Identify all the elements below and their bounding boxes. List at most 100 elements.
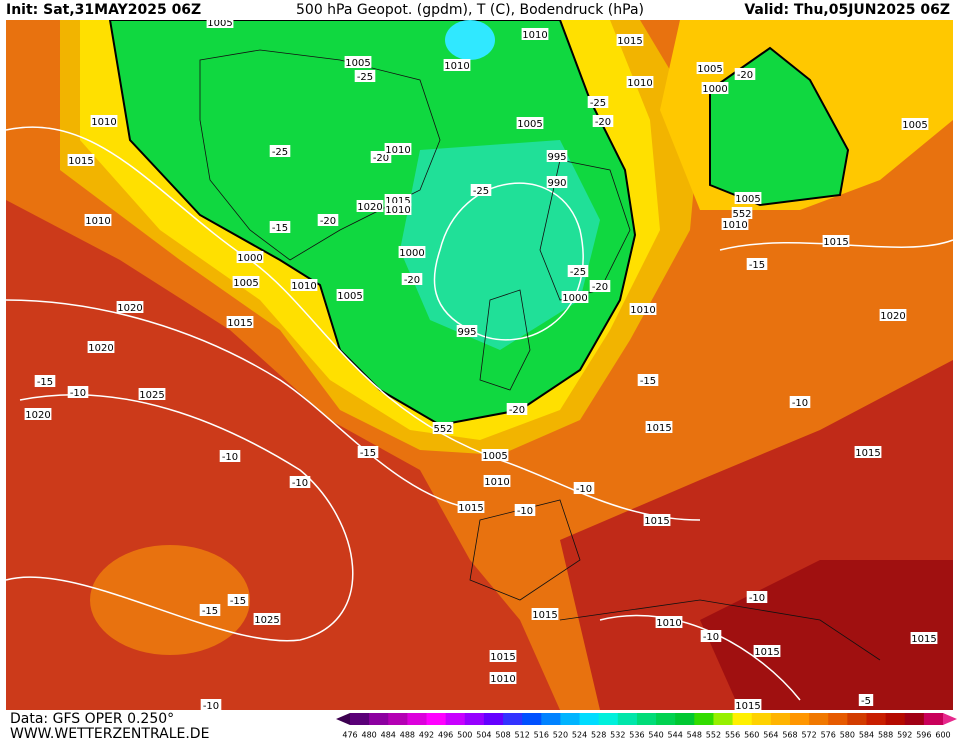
isobar-label: 995 xyxy=(547,152,566,163)
label-box xyxy=(822,235,850,247)
iberia xyxy=(469,499,581,601)
isobar-label: 1010 xyxy=(385,205,410,216)
label-box xyxy=(546,176,568,188)
label-box xyxy=(721,218,749,230)
colorbar-label: 536 xyxy=(629,731,644,740)
label-box xyxy=(290,279,318,291)
colorbar-label: 548 xyxy=(687,731,702,740)
colorbar-label: 576 xyxy=(821,731,836,740)
isobar-label: 1015 xyxy=(490,652,515,663)
colorbar-swatch xyxy=(656,713,676,725)
map-area: 1005 1010 1015 1005 -25 1010 1010 1005 -20 1000 -2… xyxy=(5,16,954,712)
label-box xyxy=(67,154,95,166)
cool-pool xyxy=(90,545,250,655)
isobar-label: 1005 xyxy=(735,194,760,205)
label-box xyxy=(516,117,544,129)
colorbar-label: 556 xyxy=(725,731,740,740)
isobar-label: 1015 xyxy=(458,503,483,514)
colorbar-label: 544 xyxy=(668,731,683,740)
isobar-label: 1005 xyxy=(517,119,542,130)
isobar-label: 1010 xyxy=(91,117,116,128)
label-box xyxy=(546,150,568,162)
isobar-label: 1015 xyxy=(754,647,779,658)
label-box xyxy=(317,214,339,226)
init-time: Init: Sat,31MAY2025 06Z xyxy=(6,2,201,18)
label-box xyxy=(734,68,756,80)
label-box xyxy=(731,207,753,219)
label-box xyxy=(354,70,376,82)
isobar-label: 1015 xyxy=(617,36,642,47)
colorbar-label: 588 xyxy=(878,731,893,740)
cold-core xyxy=(400,140,600,350)
label-box xyxy=(854,446,882,458)
isobar-label: -10 xyxy=(203,701,219,712)
cold-core xyxy=(445,20,495,60)
isobar-label: -10 xyxy=(70,388,86,399)
colorbar-swatch xyxy=(350,713,370,725)
isobar-label: 1020 xyxy=(357,202,382,213)
label-box xyxy=(138,388,166,400)
isobar-label: -15 xyxy=(360,448,376,459)
colorbar-swatch xyxy=(407,713,428,725)
label-box xyxy=(401,273,423,285)
label-box xyxy=(858,694,874,706)
label-box xyxy=(232,276,260,288)
isobar-label: 1010 xyxy=(484,477,509,488)
isobar-label: -20 xyxy=(595,117,611,128)
label-box xyxy=(384,143,412,155)
label-box xyxy=(489,672,517,684)
isobar-label: 1020 xyxy=(25,410,50,421)
colorbar-swatch xyxy=(426,713,447,725)
isobar-label: -25 xyxy=(357,72,373,83)
colorbar-label: 496 xyxy=(438,731,453,740)
isobar-label: 1015 xyxy=(68,156,93,167)
isobar-label: 1010 xyxy=(85,216,110,227)
isobar-label: 1015 xyxy=(911,634,936,645)
label-box xyxy=(199,604,221,616)
data-source: Data: GFS OPER 0.250° xyxy=(10,711,174,727)
colorbar-label: 520 xyxy=(553,731,568,740)
colorbar-swatch xyxy=(923,713,944,725)
label-box xyxy=(753,645,781,657)
label-box xyxy=(879,309,907,321)
isobar-label: 1015 xyxy=(855,448,880,459)
isobar-label: 1000 xyxy=(399,248,424,259)
isobars xyxy=(5,126,954,701)
isobar-label: -15 xyxy=(230,596,246,607)
isobar-label: -20 xyxy=(404,275,420,286)
label-box xyxy=(514,504,536,516)
label-box xyxy=(356,200,384,212)
colorbar-label: 492 xyxy=(419,731,434,740)
isobar-label: -15 xyxy=(37,377,53,388)
isobar-label: 1005 xyxy=(337,291,362,302)
isobar-label: -10 xyxy=(749,593,765,604)
label-box xyxy=(253,613,281,625)
colorbar-label: 600 xyxy=(935,731,950,740)
label-box xyxy=(489,650,517,662)
isobar-label: 1010 xyxy=(522,30,547,41)
colorbar-swatch xyxy=(789,713,810,725)
colorbar-swatch xyxy=(732,713,753,725)
label-box xyxy=(655,616,683,628)
isobar-label: 990 xyxy=(547,178,566,189)
label-box xyxy=(289,476,311,488)
isobar-label: 1010 xyxy=(444,61,469,72)
label-box xyxy=(746,591,768,603)
label-box xyxy=(457,501,485,513)
isobar-label: 1010 xyxy=(490,674,515,685)
label-box xyxy=(470,184,492,196)
label-box xyxy=(734,699,762,711)
label-box xyxy=(398,246,426,258)
isobar-label: 1015 xyxy=(227,318,252,329)
colorbar-label: 540 xyxy=(648,731,663,740)
label-box xyxy=(910,632,938,644)
isobar-label: 1005 xyxy=(482,451,507,462)
label-box xyxy=(384,203,412,215)
isobar-label: 1005 xyxy=(902,120,927,131)
label-box xyxy=(567,265,589,277)
label-box xyxy=(789,396,811,408)
colorbar-swatch xyxy=(885,713,906,725)
colorbar-swatch xyxy=(503,713,523,725)
label-box xyxy=(24,408,52,420)
